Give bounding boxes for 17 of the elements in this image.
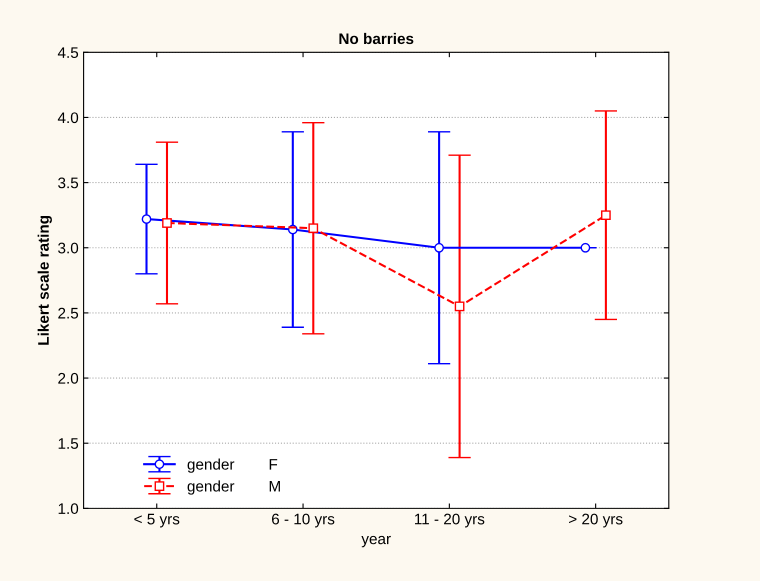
y-tick-label: 3.0: [58, 242, 78, 254]
y-tick-label: 3.5: [58, 177, 78, 188]
x-tick-label: > 20 yrs: [569, 514, 622, 528]
x-tick-label: < 5 yrs: [134, 514, 180, 528]
x-tick-label: 11 - 20 yrs: [414, 514, 484, 528]
y-tick-label: 1.0: [58, 503, 78, 514]
y-tick-label: 1.5: [58, 438, 78, 449]
y-tick-label: 4.0: [58, 112, 78, 124]
legend-label: gender M: [188, 480, 280, 495]
y-axis-title: Likert scale rating: [38, 216, 52, 345]
chart-title: No barries: [339, 32, 414, 44]
x-axis-title: year: [361, 536, 391, 548]
y-tick-label: 4.5: [58, 47, 78, 58]
x-tick-label: 6 - 10 yrs: [272, 514, 334, 528]
legend-label: gender F: [188, 458, 278, 473]
y-tick-label: 2.0: [58, 372, 78, 384]
y-tick-label: 2.5: [58, 308, 78, 319]
